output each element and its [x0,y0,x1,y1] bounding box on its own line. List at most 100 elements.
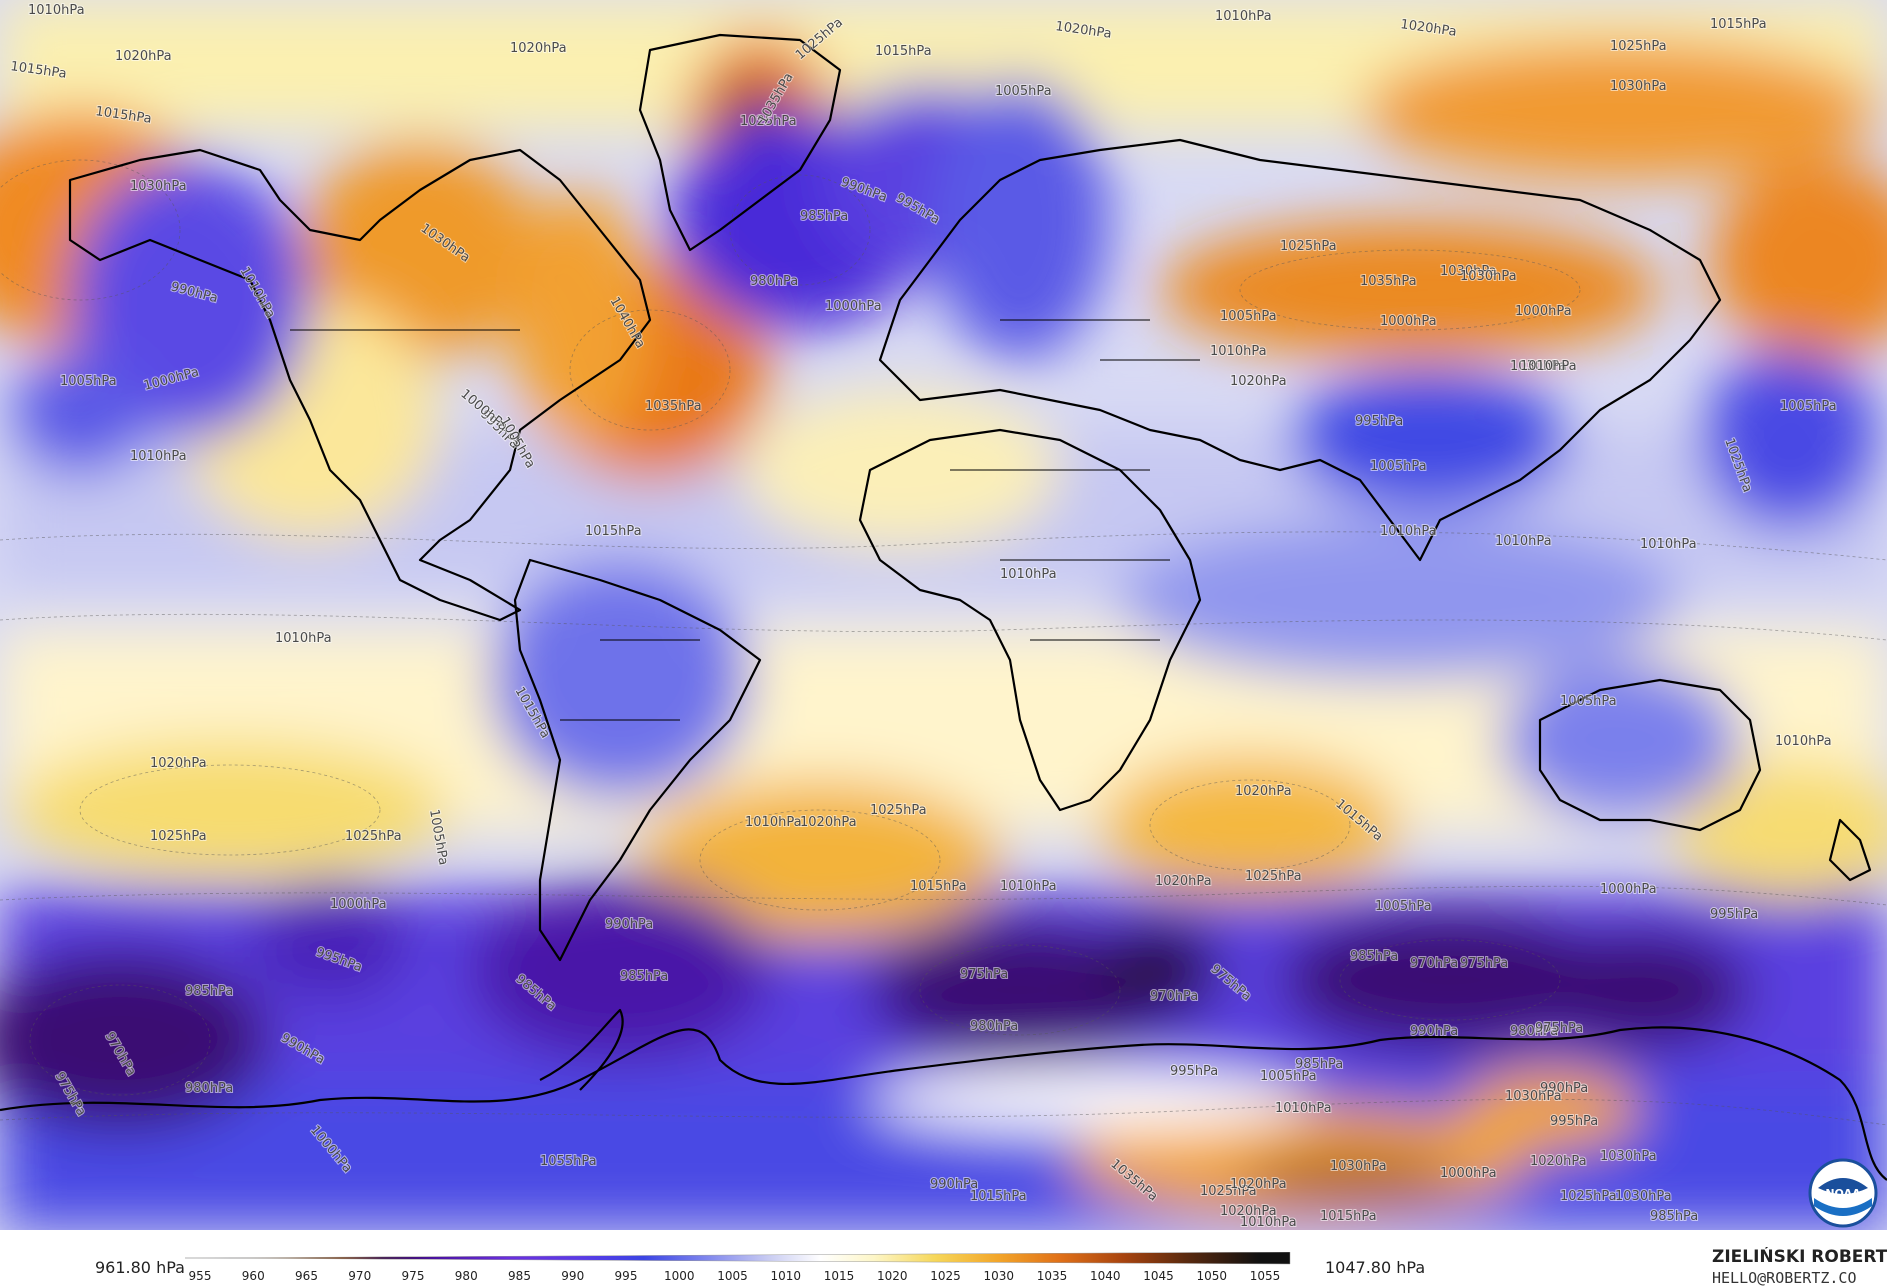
isobar-label: 1015hPa [910,879,967,894]
isobar-label: 985hPa [1650,1209,1698,1224]
isobar-label: 1000hPa [1515,304,1572,319]
isobar-label: 1020hPa [1220,1204,1277,1219]
isobar-label: 980hPa [1510,1024,1558,1039]
colorbar-tick-label: 1005 [717,1269,748,1283]
isobar-label: 1000hPa [825,299,882,314]
isobar-label: 1010hPa [745,815,802,830]
isobar-label: 970hPa [1150,989,1198,1004]
isobar-label: 990hPa [1540,1081,1588,1096]
isobar-label: 1035hPa [645,399,702,414]
isobar-label: 1025hPa [1610,39,1667,54]
isobar-label: 1010hPa [1495,534,1552,549]
isobar-label: 1010hPa [28,3,85,18]
colorbar-tick-label: 1040 [1090,1269,1121,1283]
isobar-label: 1020hPa [510,41,567,56]
colorbar-tick-label: 965 [295,1269,318,1283]
isobar-label: 1035hPa [1360,274,1417,289]
coast-south-america [513,558,762,962]
isobar-label: 1020hPa [1235,784,1292,799]
legend-min-label: 961.80 hPa [95,1258,185,1277]
isobar-label: 1010hPa [1000,567,1057,582]
colorbar-tick-label: 975 [402,1269,425,1283]
colorbar-tick-label: 1010 [770,1269,801,1283]
isobar-label: 1010hPa [1520,359,1577,374]
isobar-label: 995hPa [1550,1114,1598,1129]
isobar-label: 1005hPa [1780,399,1837,414]
isobar-label: 1000hPa [330,897,387,912]
coast-greenland [638,33,842,252]
isobar-label: 975hPa [1535,1021,1583,1036]
pressure-field [0,0,1887,1230]
isobar-label: 1030hPa [1610,79,1667,94]
isobar-label: 1010hPa [1775,734,1832,749]
colorbar-tick-label: 1000 [664,1269,695,1283]
isobar-label: 1025hPa [1280,239,1337,254]
legend-bar: 961.80 hPa 955 960 965 970 975 980 985 990 995 10… [0,1230,1887,1287]
coast-australia [1538,678,1762,832]
colorbar-tick-label: 995 [615,1269,638,1283]
isobar-label: 1025hPa [1200,1184,1257,1199]
coast-eurasia [878,138,1722,562]
isobar-label: 975hPa [1460,956,1508,971]
colorbar-tick-label: 1055 [1250,1269,1281,1283]
isobar-label: 1010hPa [1640,537,1697,552]
colorbar-tick-label: 1035 [1037,1269,1068,1283]
isobar-label: 1025hPa [740,114,797,129]
isobar-label: 980hPa [970,1019,1018,1034]
isobar-label: 1025hPa [1560,1189,1617,1204]
colorbar-tick-label: 990 [561,1269,584,1283]
isobar-label: 1020hPa [150,756,207,771]
isobar-label: 1030hPa [1505,1089,1562,1104]
isobar-label: 990hPa [605,917,653,932]
isobar-label: 990hPa [1410,1024,1458,1039]
noaa-logo-icon: NOAA [1808,1158,1878,1228]
country-borders [290,319,1200,721]
isobar-label: 1020hPa [1230,1177,1287,1192]
colorbar-tick-label: 985 [508,1269,531,1283]
isobar-label: 1005hPa [1375,899,1432,914]
isobar-label: 1025hPa [345,829,402,844]
colorbar-tick-label: 1025 [930,1269,961,1283]
isobar-label: 1030hPa [1600,1149,1657,1164]
isobar-label: 985hPa [800,209,848,224]
isobar-label: 1000hPa [1380,314,1437,329]
isobar-label: 980hPa [750,274,798,289]
isobar-label: 1015hPa [1320,1209,1377,1224]
isobar-label: 1005hPa [1560,694,1617,709]
isobar-label: 1030hPa [130,179,187,194]
isobar-label: 1010hPa [1215,9,1272,24]
isobar-label: 980hPa [185,1081,233,1096]
isobar-label: 1005hPa [1370,459,1427,474]
isobar-label: 1005hPa [1260,1069,1317,1084]
isobar-label: 1010hPa [1000,879,1057,894]
isobar-label: 985hPa [620,969,668,984]
colorbar-ticks: 955 960 965 970 975 980 985 990 995 1000 1005 1010 1… [189,1269,1281,1283]
isobar-label: 1010hPa [1240,1215,1297,1230]
isobar-label: 1020hPa [1530,1154,1587,1169]
isobar-lines [0,159,1887,1126]
colorbar-tick-label: 1045 [1143,1269,1174,1283]
isobar-label: 1020hPa [1399,17,1457,40]
coast-antarctic-peninsula [539,1008,624,1091]
coast-north-america [68,148,652,622]
colorbar-tick-label: 955 [189,1269,212,1283]
isobar-label: 1010hPa [130,449,187,464]
isobar-label: 1015hPa [585,524,642,539]
isobar-label: 1015hPa [875,44,932,59]
isobar-label: 1000hPa [1440,1166,1497,1181]
legend-max-label: 1047.80 hPa [1325,1258,1426,1277]
isobar-label: 1030hPa [1330,1159,1387,1174]
colorbar-tick-label: 960 [242,1269,265,1283]
isobar-label: 1010hPa [1380,524,1437,539]
isobar-label: 1020hPa [1155,874,1212,889]
isobar-label: 1005hPa [1220,309,1277,324]
isobar-label: 1020hPa [800,815,857,830]
isobar-label: 1020hPa [115,49,172,64]
isobar-label: 985hPa [1295,1057,1343,1072]
isobar-label: 1010hPa [1210,344,1267,359]
isobar-label: 1020hPa [1230,374,1287,389]
isobar-label: 1005hPa [995,84,1052,99]
colorbar-tick-label: 1050 [1196,1269,1227,1283]
isobar-label: 995hPa [1710,907,1758,922]
